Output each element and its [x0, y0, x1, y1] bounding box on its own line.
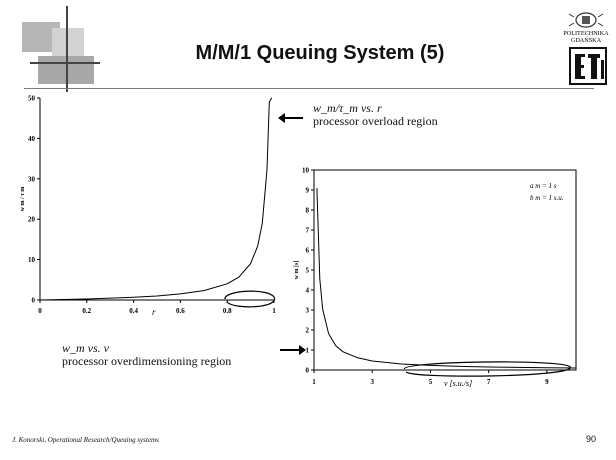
c2-x-tick-label: 3 [370, 378, 374, 386]
decor-vertical-line [66, 6, 68, 92]
annotation-overload: w_m/τ_m vs. r processor overload region [313, 102, 438, 128]
annotation-overdimension-text: processor overdimensioning region [62, 354, 232, 368]
title-rule [24, 88, 594, 89]
c1-y-tick-label: 50 [28, 95, 36, 103]
chart2-legend-line-1: a m = 1 s [530, 182, 557, 190]
decor-horizontal-line [30, 62, 100, 64]
c1-y-tick-label: 0 [32, 297, 36, 305]
c2-y-tick-label: 6 [306, 247, 310, 255]
c1-x-tick-label: 0.2 [82, 307, 91, 315]
university-logo: POLITECHNIKA GDAŃSKA [563, 12, 609, 85]
c2-y-tick-label: 4 [306, 287, 310, 295]
logo-eti-mark-icon [569, 47, 607, 85]
c2-y-tick-label: 8 [306, 207, 310, 215]
c2-x-tick-label: 1 [312, 378, 316, 386]
c2-y-tick-label: 1 [306, 347, 310, 355]
c1-y-tick-label: 10 [28, 256, 36, 264]
chart2-legend-line-2: b m = 1 s.u. [530, 194, 564, 202]
c2-y-tick-label: 10 [302, 167, 310, 175]
c1-x-tick-label: 0.4 [129, 307, 138, 315]
c2-x-tick-label: 5 [429, 378, 433, 386]
chart1-y-label: w m / τ m [20, 187, 26, 212]
c2-y-tick-label: 7 [306, 227, 310, 235]
chart2-series-line [316, 188, 577, 369]
slide-footer: J. Konorski, Operational Research/Queuin… [12, 436, 159, 444]
chart2-x-label: v [s.u./s] [444, 379, 472, 388]
c1-x-tick-label: 0 [38, 307, 42, 315]
c2-y-tick-label: 0 [306, 367, 310, 375]
chart1-highlight-ellipse [224, 290, 275, 308]
slide-title: M/M/1 Queuing System (5) [195, 42, 445, 64]
c1-x-tick-label: 0.8 [223, 307, 232, 315]
page-number: 90 [586, 434, 597, 444]
c2-x-tick-label: 9 [545, 378, 549, 386]
arrow-right-icon [280, 345, 306, 355]
arrow-left-icon [278, 113, 303, 123]
c2-y-tick-label: 2 [306, 327, 310, 335]
c1-x-tick-label: 0.6 [176, 307, 185, 315]
c1-y-tick-label: 40 [28, 135, 36, 143]
chart1-axes [39, 98, 274, 301]
c1-x-tick-label: 1 [272, 307, 276, 315]
chart1-x-label: r [152, 307, 156, 317]
c2-y-tick-label: 9 [306, 187, 310, 195]
annotation-overdimension: w_m vs. v processor overdimensioning reg… [62, 342, 231, 368]
c1-plot-frame [40, 98, 274, 300]
c1-y-tick-label: 20 [28, 216, 36, 224]
annotation-overload-title: w_m/τ_m vs. r [313, 101, 382, 115]
c2-y-tick-label: 5 [306, 267, 310, 275]
logo-name-line-2: GDAŃSKA [571, 36, 602, 44]
logo-emblem-icon [568, 12, 604, 28]
annotation-overdimension-title: w_m vs. v [62, 341, 109, 355]
logo-name-line-1: POLITECHNIKA [563, 30, 609, 37]
annotation-overload-text: processor overload region [313, 114, 438, 128]
chart1-series-line [39, 97, 273, 301]
c2-x-tick-label: 7 [487, 378, 491, 386]
c1-y-tick-label: 30 [28, 175, 36, 183]
chart2-highlight-ellipse [403, 361, 571, 377]
c2-y-tick-label: 3 [306, 307, 310, 315]
chart2-y-label: w m [s] [294, 261, 300, 280]
